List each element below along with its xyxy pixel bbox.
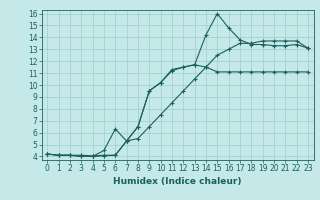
X-axis label: Humidex (Indice chaleur): Humidex (Indice chaleur): [113, 177, 242, 186]
